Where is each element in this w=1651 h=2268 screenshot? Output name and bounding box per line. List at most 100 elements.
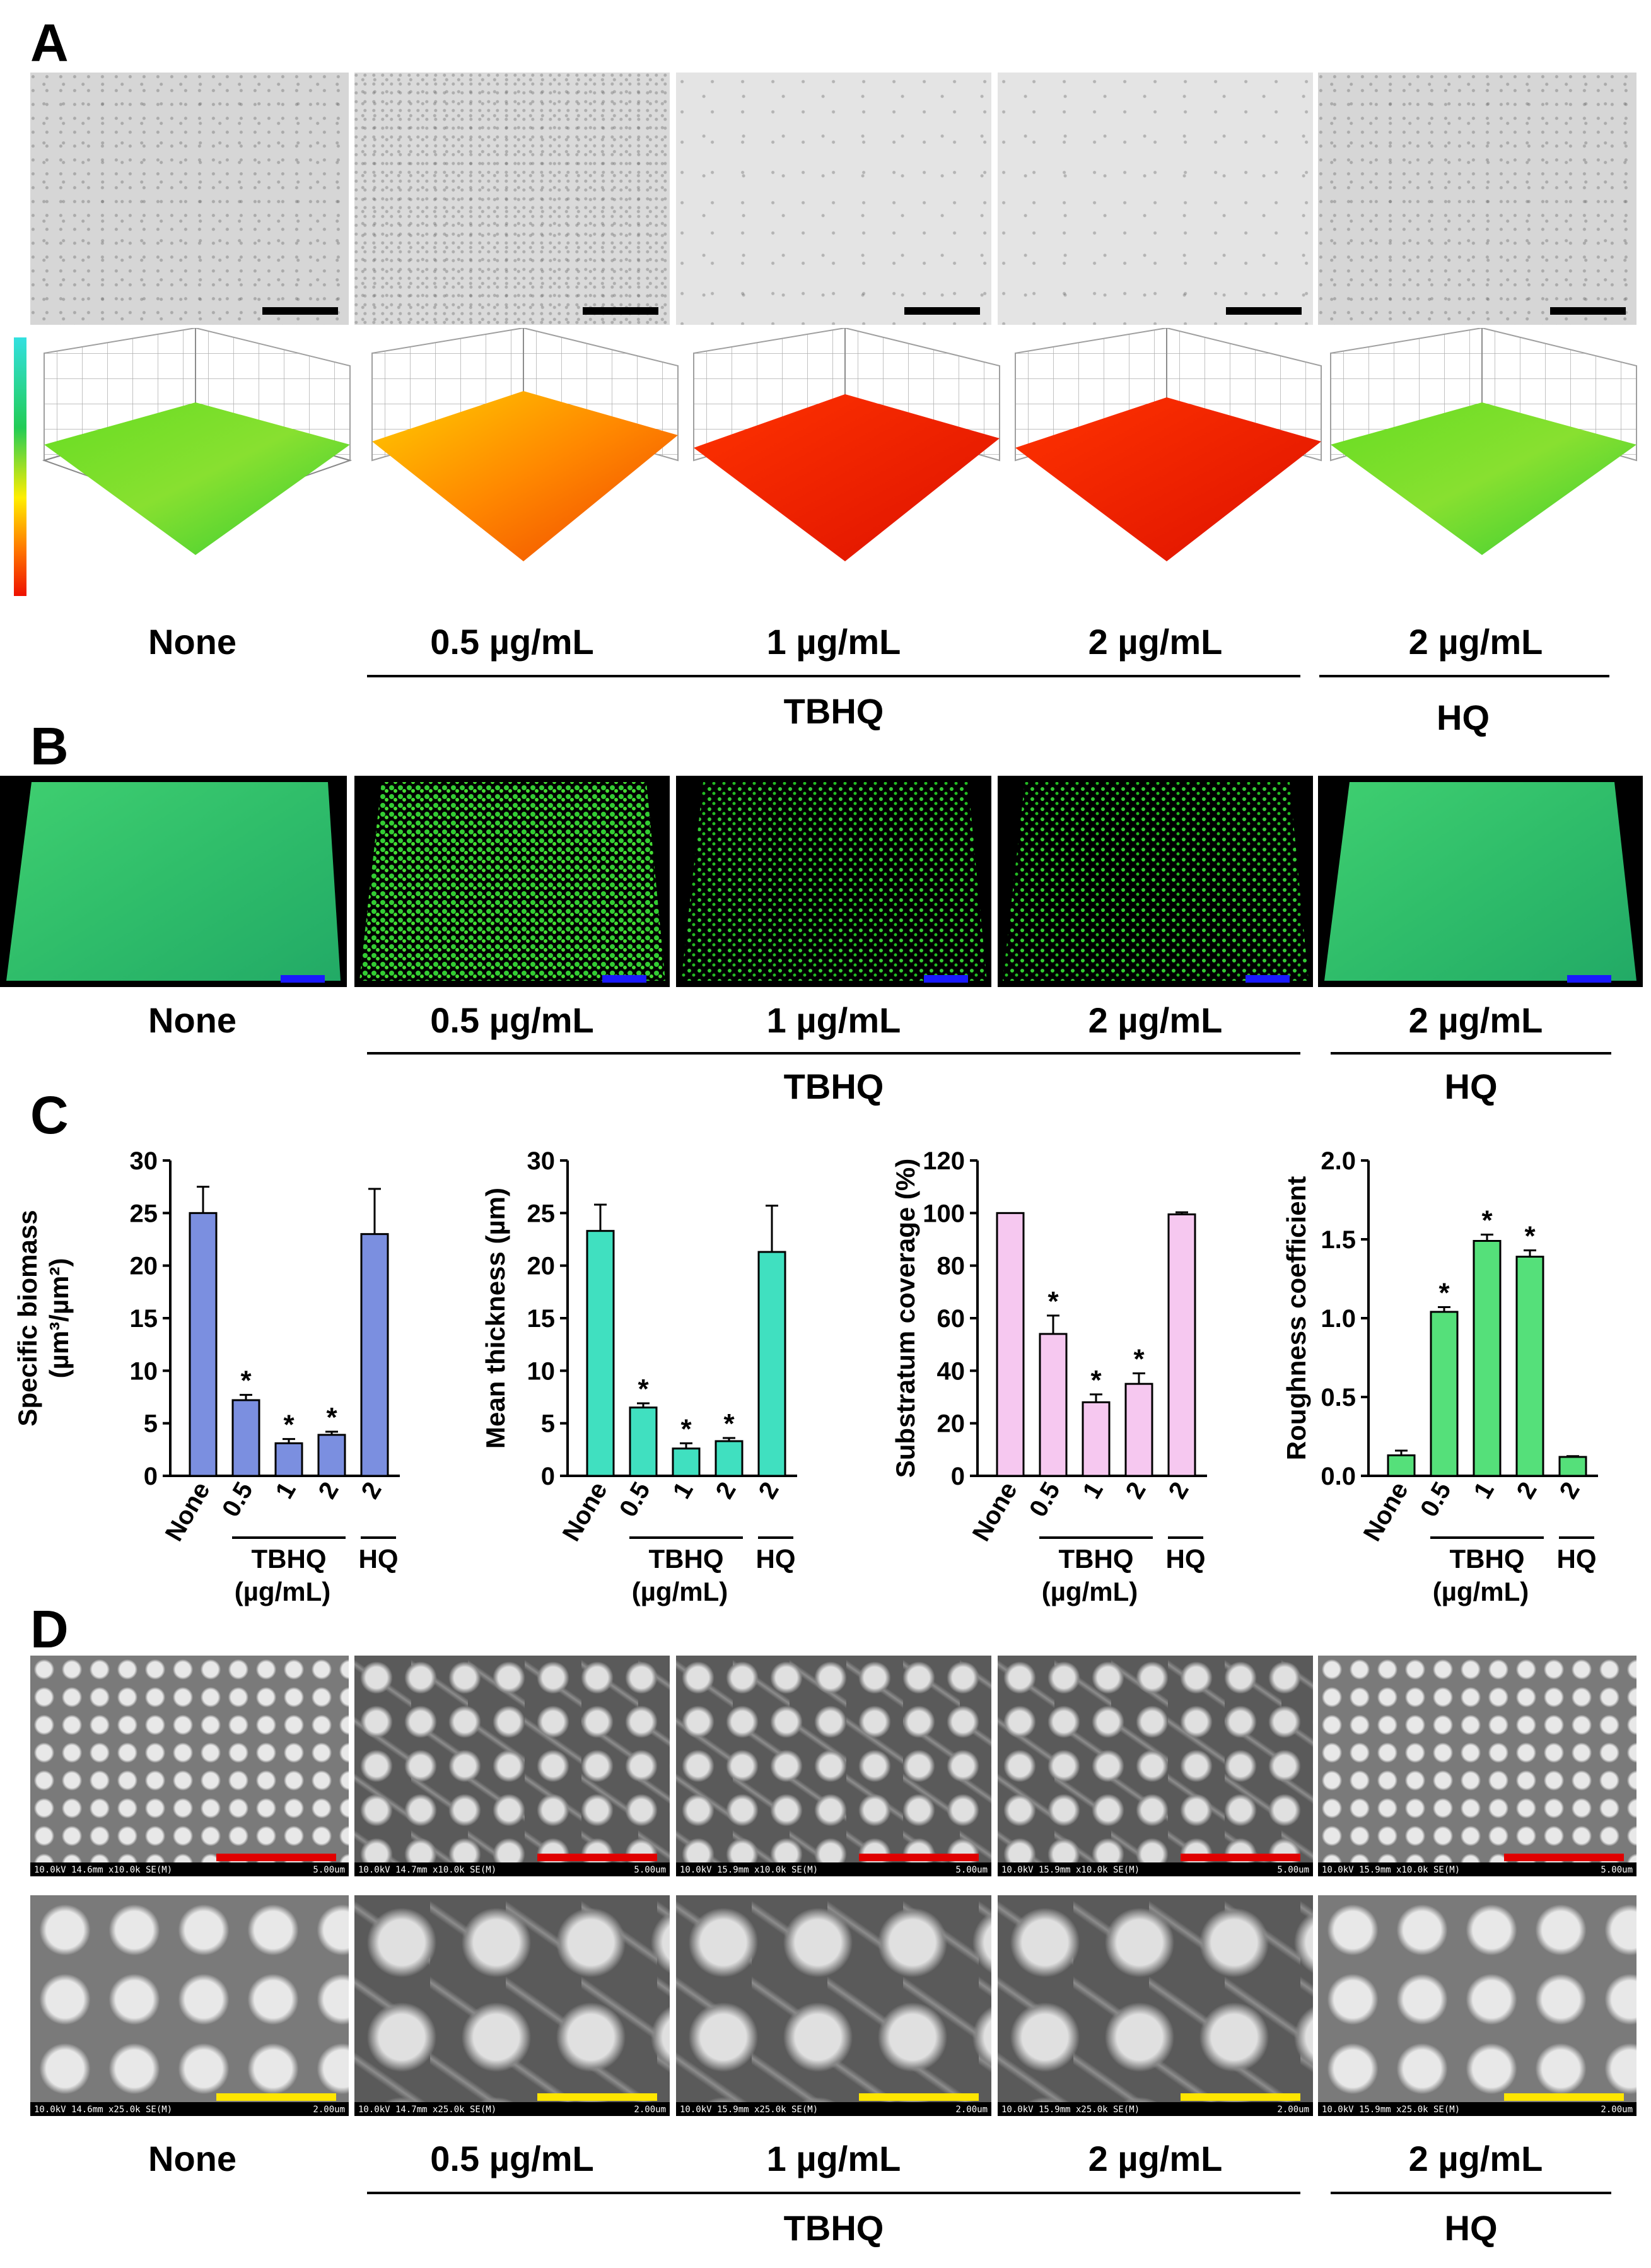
sem-image: 10.0kV 15.9mm x10.0k SE(M) 5.00um	[676, 1656, 991, 1876]
clsm-tbhq-2	[998, 776, 1313, 987]
surface-plot-tbhq-1	[693, 328, 1000, 561]
y-tick-label: 5	[541, 1410, 555, 1438]
label-none: None	[148, 1000, 236, 1040]
y-tick-label: 2.0	[1321, 1147, 1356, 1175]
x-tick-label: 2	[1555, 1478, 1585, 1504]
surface-plot-tbhq-0.5	[371, 328, 679, 561]
group-label-tbhq: TBHQ	[783, 2208, 884, 2248]
x-tick-label: 2	[356, 1478, 387, 1504]
sem-scale-text: 2.00um	[1277, 2105, 1309, 2115]
scale-bar	[537, 1854, 657, 1861]
label-hq-2: 2 µg/mL	[1408, 622, 1543, 662]
unit-label: (µg/mL)	[1042, 1577, 1138, 1606]
label-none: None	[148, 622, 236, 662]
scale-bar	[1504, 1854, 1624, 1861]
y-tick-label: 15	[130, 1305, 158, 1333]
bar	[629, 1406, 658, 1477]
scale-bar	[1226, 307, 1302, 315]
sem-scale-text: 5.00um	[634, 1865, 666, 1875]
sem-scale-text: 2.00um	[634, 2105, 666, 2115]
x-tick-label: 0.5	[614, 1478, 656, 1522]
scale-bar	[537, 2093, 657, 2101]
bar	[1167, 1213, 1196, 1477]
significance-mark: *	[1133, 1344, 1145, 1375]
sem-image: 10.0kV 15.9mm x10.0k SE(M) 5.00um	[998, 1656, 1313, 1876]
y-tick-label: 100	[923, 1200, 965, 1227]
clsm-images	[0, 776, 1643, 987]
group-label-hq: HQ	[1444, 1067, 1498, 1106]
scale-bar	[904, 307, 980, 315]
label-hq-2: 2 µg/mL	[1408, 1000, 1543, 1040]
group-label-hq: HQ	[1166, 1544, 1206, 1574]
sem-image: 10.0kV 14.7mm x10.0k SE(M) 5.00um	[354, 1656, 670, 1876]
micrograph-tbhq-0.5	[354, 73, 670, 325]
sem-info-text: 10.0kV 15.9mm x25.0k SE(M)	[1001, 2105, 1140, 2115]
y-axis-label: Specific biomass	[13, 1210, 42, 1426]
bar	[231, 1399, 260, 1477]
significance-mark: *	[1438, 1278, 1450, 1309]
unit-label: (µg/mL)	[235, 1577, 331, 1606]
bar	[672, 1447, 701, 1477]
sem-image: 10.0kV 14.6mm x25.0k SE(M) 2.00um	[30, 1895, 349, 2116]
significance-mark: *	[1090, 1365, 1102, 1396]
clsm-tbhq-0.5	[354, 776, 670, 987]
micrograph-hq-2	[1318, 73, 1636, 325]
y-tick-label: 20	[937, 1410, 966, 1438]
group-label-tbhq: TBHQ	[783, 1067, 884, 1106]
panel-letter-c: C	[30, 1085, 69, 1145]
y-tick-label: 1.0	[1321, 1305, 1356, 1333]
group-label-tbhq: TBHQ	[252, 1544, 327, 1574]
label-none: None	[148, 2139, 236, 2178]
clsm-none	[0, 776, 347, 987]
group-label-tbhq: TBHQ	[649, 1544, 724, 1574]
clsm-tbhq-1	[676, 776, 991, 987]
x-tick-label: 0.5	[217, 1478, 259, 1522]
scale-bar	[262, 307, 338, 315]
y-tick-label: 0	[541, 1463, 555, 1490]
sem-scale-text: 5.00um	[1601, 1865, 1633, 1875]
x-tick-label: 1	[1469, 1478, 1500, 1504]
bar	[1082, 1401, 1111, 1477]
scale-bar	[1181, 1854, 1300, 1861]
x-tick-label: 1	[668, 1478, 699, 1504]
y-tick-label: 40	[937, 1357, 966, 1385]
y-tick-label: 20	[130, 1253, 158, 1280]
colormap-scale	[14, 337, 26, 596]
sem-scale-text: 2.00um	[313, 2105, 345, 2115]
sem-info-bar: 10.0kV 14.6mm x10.0k SE(M) 5.00um	[30, 1862, 349, 1876]
y-tick-label: 0	[144, 1463, 158, 1490]
bar	[189, 1212, 218, 1477]
tbhq-bracket	[367, 2192, 1300, 2194]
significance-mark: *	[283, 1410, 295, 1441]
bar	[1558, 1456, 1587, 1477]
group-label-hq: HQ	[359, 1544, 399, 1574]
sem-info-bar: 10.0kV 15.9mm x25.0k SE(M) 2.00um	[998, 2102, 1313, 2116]
significance-mark: *	[240, 1365, 252, 1396]
bar	[1430, 1311, 1459, 1477]
scale-bar	[1504, 2093, 1624, 2101]
scale-bar	[1550, 307, 1626, 315]
y-tick-label: 20	[527, 1253, 556, 1280]
sem-info-bar: 10.0kV 14.6mm x25.0k SE(M) 2.00um	[30, 2102, 349, 2116]
bar	[1124, 1382, 1153, 1477]
bar	[1039, 1333, 1068, 1477]
sem-info-bar: 10.0kV 14.7mm x10.0k SE(M) 5.00um	[354, 1862, 670, 1876]
bar	[757, 1251, 786, 1477]
x-tick-label: 2	[711, 1478, 742, 1504]
y-tick-label: 5	[144, 1410, 158, 1438]
surface-plots	[42, 328, 1637, 561]
y-tick-label: 10	[527, 1357, 556, 1385]
x-tick-label: 2	[1512, 1478, 1543, 1504]
significance-mark: *	[680, 1413, 692, 1444]
sem-info-text: 10.0kV 14.6mm x25.0k SE(M)	[34, 2105, 173, 2115]
label-tbhq-2: 2 µg/mL	[1088, 2139, 1223, 2178]
sem-info-bar: 10.0kV 15.9mm x10.0k SE(M) 5.00um	[1318, 1862, 1636, 1876]
x-tick-label: 2	[1164, 1478, 1194, 1504]
clsm-hq-2	[1318, 776, 1643, 987]
x-tick-label: 1	[1078, 1478, 1109, 1504]
bar	[1515, 1256, 1544, 1477]
label-tbhq-0.5: 0.5 µg/mL	[430, 2139, 594, 2178]
bar	[715, 1440, 744, 1477]
unit-label: (µg/mL)	[632, 1577, 728, 1606]
significance-mark: *	[1481, 1205, 1493, 1236]
